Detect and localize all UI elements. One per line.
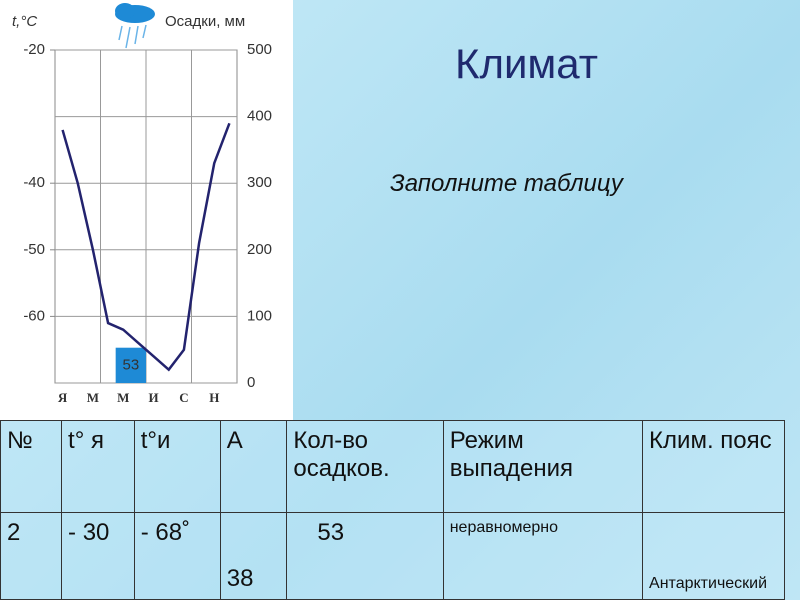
header-cell: t°и (133, 420, 221, 513)
y-axis-label: t,°C (12, 13, 37, 30)
table-cell: 2 (0, 512, 63, 600)
rain-cloud-icon (115, 3, 155, 49)
precipitation-bar (115, 347, 146, 383)
header-cell: Кол-во осадков. (286, 420, 444, 513)
y-tick-label: -50 (23, 241, 45, 258)
y-tick-label: -40 (23, 174, 45, 191)
y2-tick-label: 300 (247, 174, 272, 191)
x-tick-label: С (179, 390, 188, 405)
table-cell: неравномерно (442, 512, 644, 600)
y-tick-label: -20 (23, 41, 45, 58)
y-tick-label: -60 (23, 307, 45, 324)
header-cell: № (0, 420, 63, 513)
header-cell: Клим. пояс (642, 420, 785, 513)
y2-tick-label: 200 (247, 241, 272, 258)
x-tick-label: И (149, 390, 159, 405)
y2-tick-label: 100 (247, 307, 272, 324)
slide-title: Климат (455, 40, 598, 87)
table-cell: 38 (219, 512, 288, 600)
y2-axis-label: Осадки, мм (165, 13, 245, 30)
x-tick-label: М (117, 390, 129, 405)
header-cell: t° я (61, 420, 135, 513)
y2-tick-label: 500 (247, 41, 272, 58)
slide-subtitle: Заполните таблицу (390, 170, 623, 197)
x-tick-label: Я (58, 390, 68, 405)
data-row: 2- 30- 68˚ 38 53 неравномерно Антарктический (0, 512, 785, 600)
x-tick-label: Н (209, 390, 219, 405)
precipitation-label: 53 (122, 356, 139, 373)
climate-chart: t,°C Осадки, мм 0 100 200 300 400 500 -20 -40 -5… (0, 0, 293, 420)
y2-tick-label: 0 (247, 374, 255, 391)
header-cell: А (219, 420, 288, 513)
header-cell: Режим выпадения (442, 420, 644, 513)
x-tick-label: М (87, 390, 99, 405)
table-cell: - 30 (61, 512, 135, 600)
table-cell: Антарктический (642, 512, 785, 600)
climate-table: № t° я t°и А Кол-во осадков. Режим выпадения К… (0, 420, 785, 600)
header-row: № t° я t°и А Кол-во осадков. Режим выпадения К… (0, 420, 785, 513)
temperature-line (61, 122, 231, 372)
table-cell: - 68˚ (133, 512, 221, 600)
y2-tick-label: 400 (247, 108, 272, 125)
table-cell: 53 (286, 512, 444, 600)
